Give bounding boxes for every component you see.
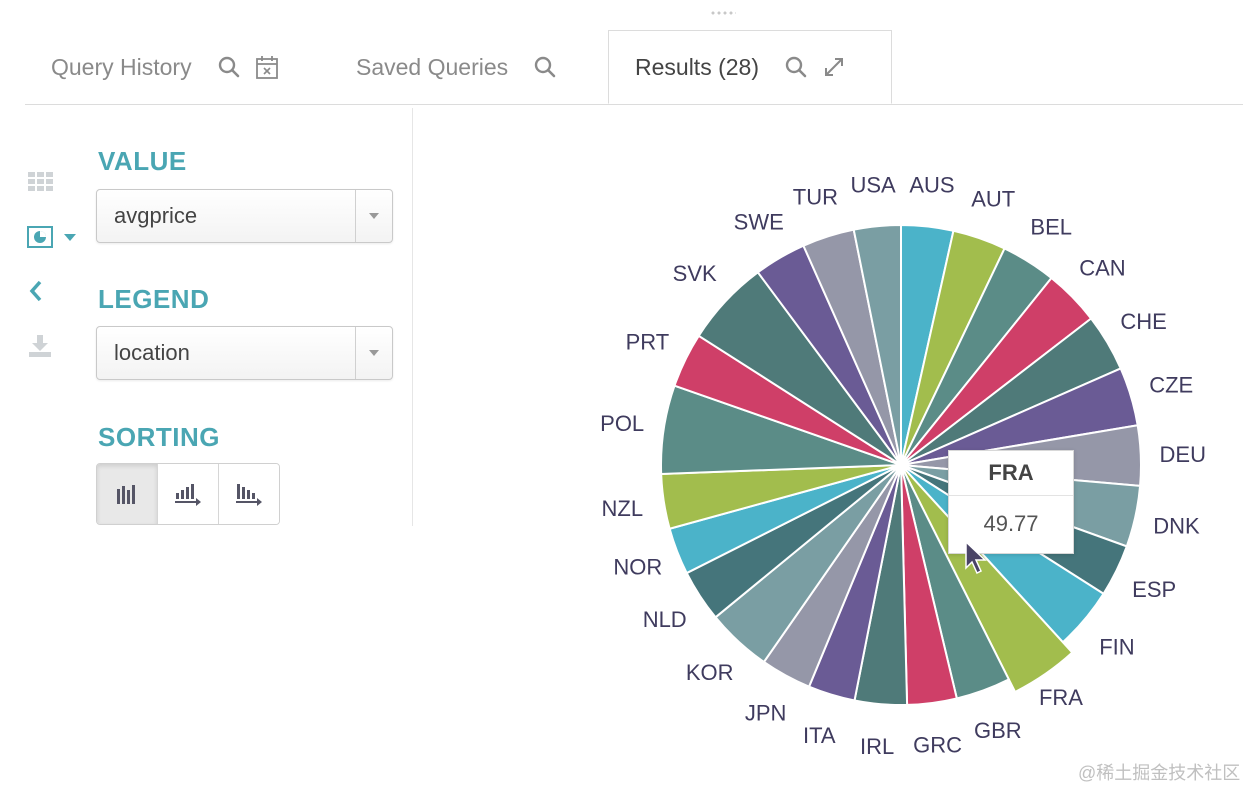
grid-icon [28,172,53,191]
pie-label-grc: GRC [913,733,962,758]
pie-label-aut: AUT [971,187,1015,212]
panel-drag-handle[interactable] [710,10,736,16]
sort-descending-button[interactable] [219,464,279,524]
pie-label-deu: DEU [1160,442,1206,467]
download-button[interactable] [26,330,66,362]
sorting-button-group [96,463,280,525]
tab-query-history[interactable]: Query History [25,30,315,104]
pie-label-irl: IRL [860,734,894,759]
grid-view-button[interactable] [26,165,66,197]
legend-select[interactable]: location [96,326,393,380]
pie-label-nor: NOR [613,554,662,579]
tab-saved-queries-label: Saved Queries [356,53,509,80]
pie-label-ita: ITA [803,723,836,748]
sort-descending-icon [236,484,262,506]
pie-label-che: CHE [1120,309,1166,334]
tab-query-history-label: Query History [51,53,192,80]
pie-label-svk: SVK [673,261,717,286]
search-icon[interactable] [783,54,809,80]
pie-label-kor: KOR [686,660,734,685]
pie-label-bel: BEL [1030,214,1072,239]
mouse-cursor-icon [965,540,987,575]
value-label: VALUE [98,146,187,176]
results-tab-bar: Query History Saved Queries Results (28) [25,30,1243,105]
legend-select-text: location [114,340,190,365]
sort-default-button[interactable] [97,464,158,524]
pie-chart-icon [27,226,53,248]
chevron-down-icon [64,234,76,241]
calendar-clear-icon[interactable] [254,54,280,80]
collapse-chevron-icon [29,280,42,302]
pie-label-gbr: GBR [974,718,1022,743]
pie-label-usa: USA [850,172,896,197]
pie-chart: AUS AUT BEL CAN CHE CZE DEU DNK ESP FIN FRA GBR GRC I… [600,172,1206,759]
pie-label-fin: FIN [1099,634,1134,659]
chart-type-dropdown[interactable] [26,221,86,253]
chevron-down-icon[interactable] [355,327,392,379]
pie-label-swe: SWE [734,210,784,235]
pie-label-tur: TUR [793,184,838,209]
pie-label-nld: NLD [643,607,687,632]
tooltip-title: FRA [949,451,1073,496]
pie-label-fra: FRA [1039,685,1083,710]
pie-label-dnk: DNK [1153,514,1200,539]
pie-label-jpn: JPN [745,700,787,725]
tab-saved-queries[interactable]: Saved Queries [330,30,600,104]
sort-ascending-icon [175,484,201,506]
sorting-label: SORTING [98,422,220,452]
search-icon[interactable] [216,54,242,80]
watermark: @稀土掘金技术社区 [1078,763,1241,783]
panel-divider [412,108,413,526]
download-icon [29,335,51,357]
pie-label-esp: ESP [1132,577,1176,602]
chevron-down-icon[interactable] [355,190,392,242]
collapse-panel-button[interactable] [26,275,66,307]
value-select-text: avgprice [114,203,198,228]
tooltip-value: 49.77 [983,511,1039,536]
legend-label: LEGEND [98,284,210,314]
search-icon[interactable] [532,54,558,80]
pie-label-prt: PRT [626,330,670,355]
pie-label-can: CAN [1079,256,1125,281]
pie-slice-usa[interactable] [852,223,902,466]
sort-ascending-button[interactable] [158,464,219,524]
value-select[interactable]: avgprice [96,189,393,243]
sort-default-icon [117,485,135,504]
pie-label-pol: POL [600,411,644,436]
expand-icon[interactable] [821,54,847,80]
pie-slice-fra[interactable] [900,464,1074,694]
pie-label-nzl: NZL [602,496,644,521]
tab-results-label: Results (28) [635,53,759,80]
pie-label-cze: CZE [1149,372,1193,397]
chart-tooltip: FRA 49.77 [948,450,1074,554]
tab-results[interactable]: Results (28) [608,30,892,104]
pie-label-aus: AUS [909,173,954,198]
